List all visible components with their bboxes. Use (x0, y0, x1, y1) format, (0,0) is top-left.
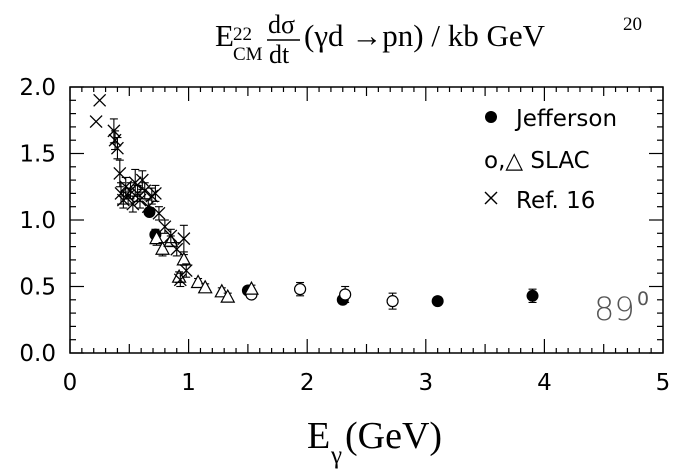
x-axis-label-rest: (GeV) (345, 415, 442, 457)
title-rest: (γd →pn) / kb GeV (304, 18, 546, 53)
y-tick-label: 2.0 (19, 75, 56, 101)
title-sup-22: 22 (233, 24, 252, 45)
x-tick-label: 1 (181, 370, 196, 396)
y-tick-label: 1.5 (19, 142, 56, 168)
y-tick-label: 1.0 (19, 208, 56, 234)
title-fraction-denominator: dt (269, 40, 290, 69)
x-tick-label: 0 (63, 370, 78, 396)
legend-jefferson-label: Jefferson (514, 106, 617, 132)
data-point (152, 206, 166, 221)
data-point (108, 130, 122, 151)
y-tick-label: 0.0 (19, 341, 56, 367)
data-point (164, 228, 178, 244)
data-points (89, 93, 539, 310)
tick-labels: 0 1 2 3 4 5 0.0 0.5 1.0 1.5 2.0 (19, 75, 670, 396)
data-point (141, 199, 155, 214)
data-point (386, 292, 399, 310)
x-tick-label: 2 (300, 370, 315, 396)
data-point (170, 242, 184, 257)
data-point (526, 288, 539, 304)
title-fraction-numerator: dσ (268, 10, 295, 39)
title-sup-20: 20 (623, 14, 642, 35)
data-point (173, 272, 187, 288)
data-point (197, 279, 213, 294)
data-point (148, 184, 162, 202)
data-point (93, 93, 107, 107)
chart-title: E (215, 18, 234, 53)
data-point (214, 283, 230, 298)
data-point (220, 288, 236, 303)
data-point (133, 191, 147, 209)
legend-jefferson-marker (485, 111, 497, 123)
data-point (293, 281, 307, 297)
x-axis-label-main: E (307, 415, 330, 457)
legend: Jefferson o,△ SLAC Ref. 16 (484, 106, 617, 214)
data-point (149, 230, 165, 246)
data-point (138, 182, 152, 200)
data-point (158, 219, 172, 234)
legend-ref16-label: Ref. 16 (516, 188, 595, 214)
data-point (155, 241, 171, 257)
legend-slac-label: o,△ SLAC (484, 148, 590, 174)
title-sub-cm: CM (233, 44, 263, 65)
angle-annotation: 89 (594, 290, 635, 328)
data-point (190, 274, 206, 289)
data-point (89, 115, 103, 129)
axis-ticks (69, 86, 664, 354)
data-point (243, 280, 259, 295)
data-point (110, 136, 124, 160)
data-point (177, 224, 191, 253)
y-tick-label: 0.5 (19, 275, 56, 301)
x-tick-label: 3 (418, 370, 433, 396)
x-tick-label: 5 (656, 370, 671, 396)
data-point (114, 182, 128, 205)
title-e: E (215, 18, 234, 53)
x-axis-label-sub: γ (330, 442, 342, 469)
data-point (431, 295, 444, 308)
data-point (339, 285, 352, 304)
x-tick-label: 4 (537, 370, 552, 396)
angle-annotation-sup: 0 (637, 288, 649, 310)
legend-ref16-marker (484, 191, 498, 205)
data-point (179, 263, 193, 278)
